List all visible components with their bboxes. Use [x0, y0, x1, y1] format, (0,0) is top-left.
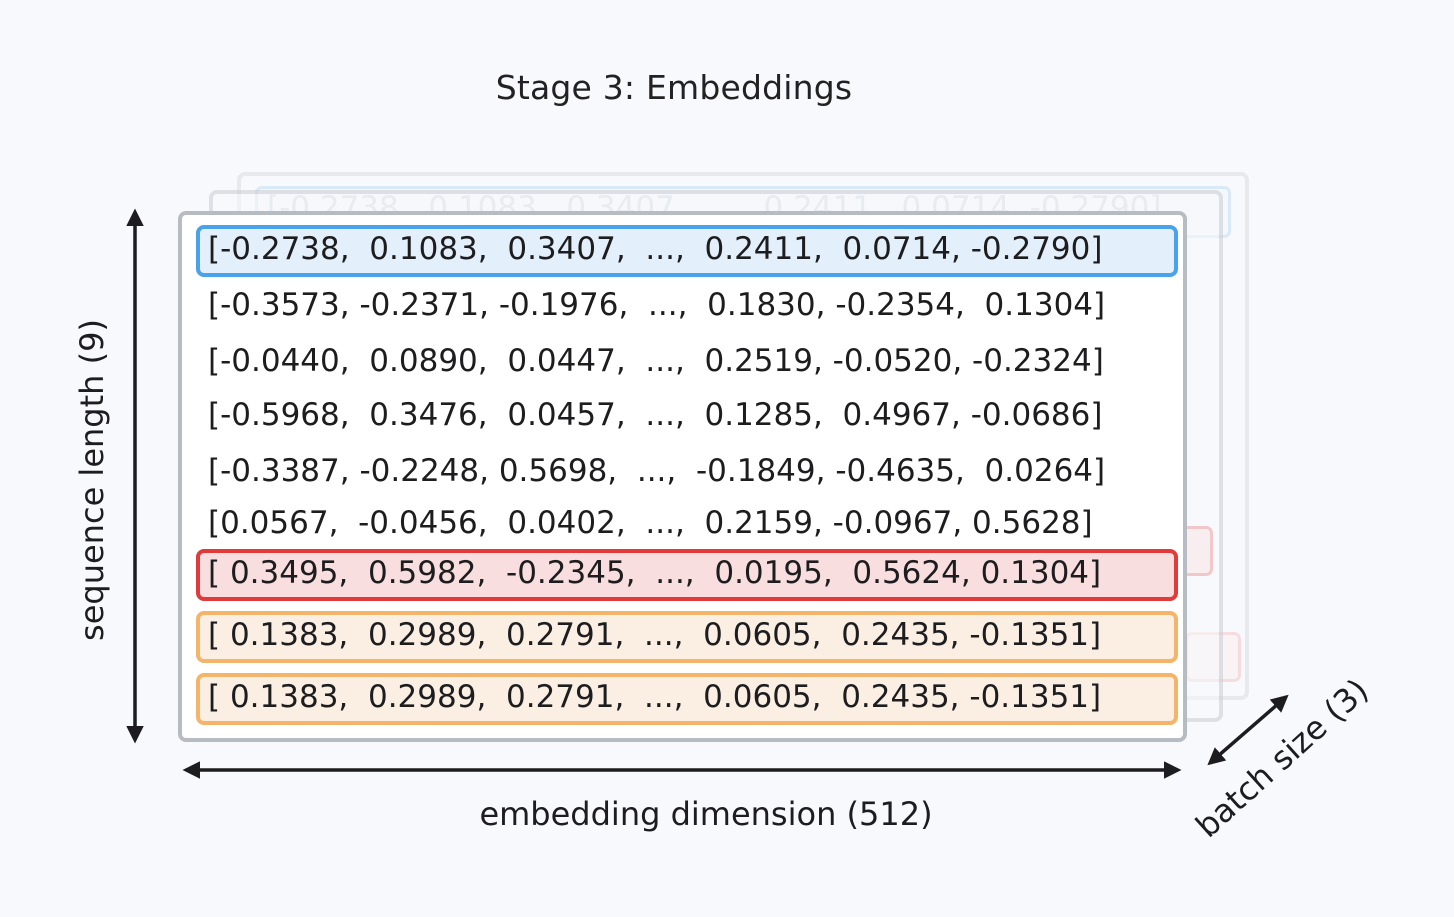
matrix-row: [ 0.3495, 0.5982, -0.2345, ..., 0.0195, …: [182, 547, 1183, 601]
row-values: [ 0.1383, 0.2989, 0.2791, ..., 0.0605, 0…: [208, 679, 1102, 715]
row-highlight-orange: [196, 673, 1178, 725]
row-values: [-0.2738, 0.1083, 0.3407, ..., 0.2411, 0…: [208, 231, 1103, 267]
embedding-matrix: [-0.2738, 0.1083, 0.3407, ..., 0.2411, 0…: [178, 211, 1187, 742]
matrix-row: [ 0.1383, 0.2989, 0.2791, ..., 0.0605, 0…: [182, 671, 1183, 725]
batch-size-arrow: [1207, 694, 1289, 766]
matrix-row: [-0.3573, -0.2371, -0.1976, ..., 0.1830,…: [182, 279, 1183, 331]
row-values: [ 0.3495, 0.5982, -0.2345, ..., 0.0195, …: [208, 555, 1102, 591]
row-values: [-0.3573, -0.2371, -0.1976, ..., 0.1830,…: [208, 287, 1106, 323]
matrix-row: [-0.5968, 0.3476, 0.0457, ..., 0.1285, 0…: [182, 389, 1183, 441]
matrix-row: [-0.3387, -0.2248, 0.5698, ..., -0.1849,…: [182, 445, 1183, 497]
matrix-row: [-0.0440, 0.0890, 0.0447, ..., 0.2519, -…: [182, 335, 1183, 387]
row-highlight-orange: [196, 611, 1178, 663]
page-title: Stage 3: Embeddings: [495, 68, 853, 107]
row-highlight-red: [196, 549, 1178, 601]
embedding-dimension-label: embedding dimension (512): [479, 795, 933, 833]
matrix-row: [0.0567, -0.0456, 0.0402, ..., 0.2159, -…: [182, 497, 1183, 549]
row-values: [0.0567, -0.0456, 0.0402, ..., 0.2159, -…: [208, 505, 1093, 541]
matrix-row: [-0.2738, 0.1083, 0.3407, ..., 0.2411, 0…: [182, 223, 1183, 277]
row-values: [-0.5968, 0.3476, 0.0457, ..., 0.1285, 0…: [208, 397, 1103, 433]
matrix-row: [ 0.1383, 0.2989, 0.2791, ..., 0.0605, 0…: [182, 609, 1183, 663]
row-highlight-blue: [196, 225, 1178, 277]
row-values: [ 0.1383, 0.2989, 0.2791, ..., 0.0605, 0…: [208, 617, 1102, 653]
row-values: [-0.3387, -0.2248, 0.5698, ..., -0.1849,…: [208, 453, 1106, 489]
sequence-length-label: sequence length (9): [73, 319, 111, 641]
row-values: [-0.0440, 0.0890, 0.0447, ..., 0.2519, -…: [208, 343, 1104, 379]
